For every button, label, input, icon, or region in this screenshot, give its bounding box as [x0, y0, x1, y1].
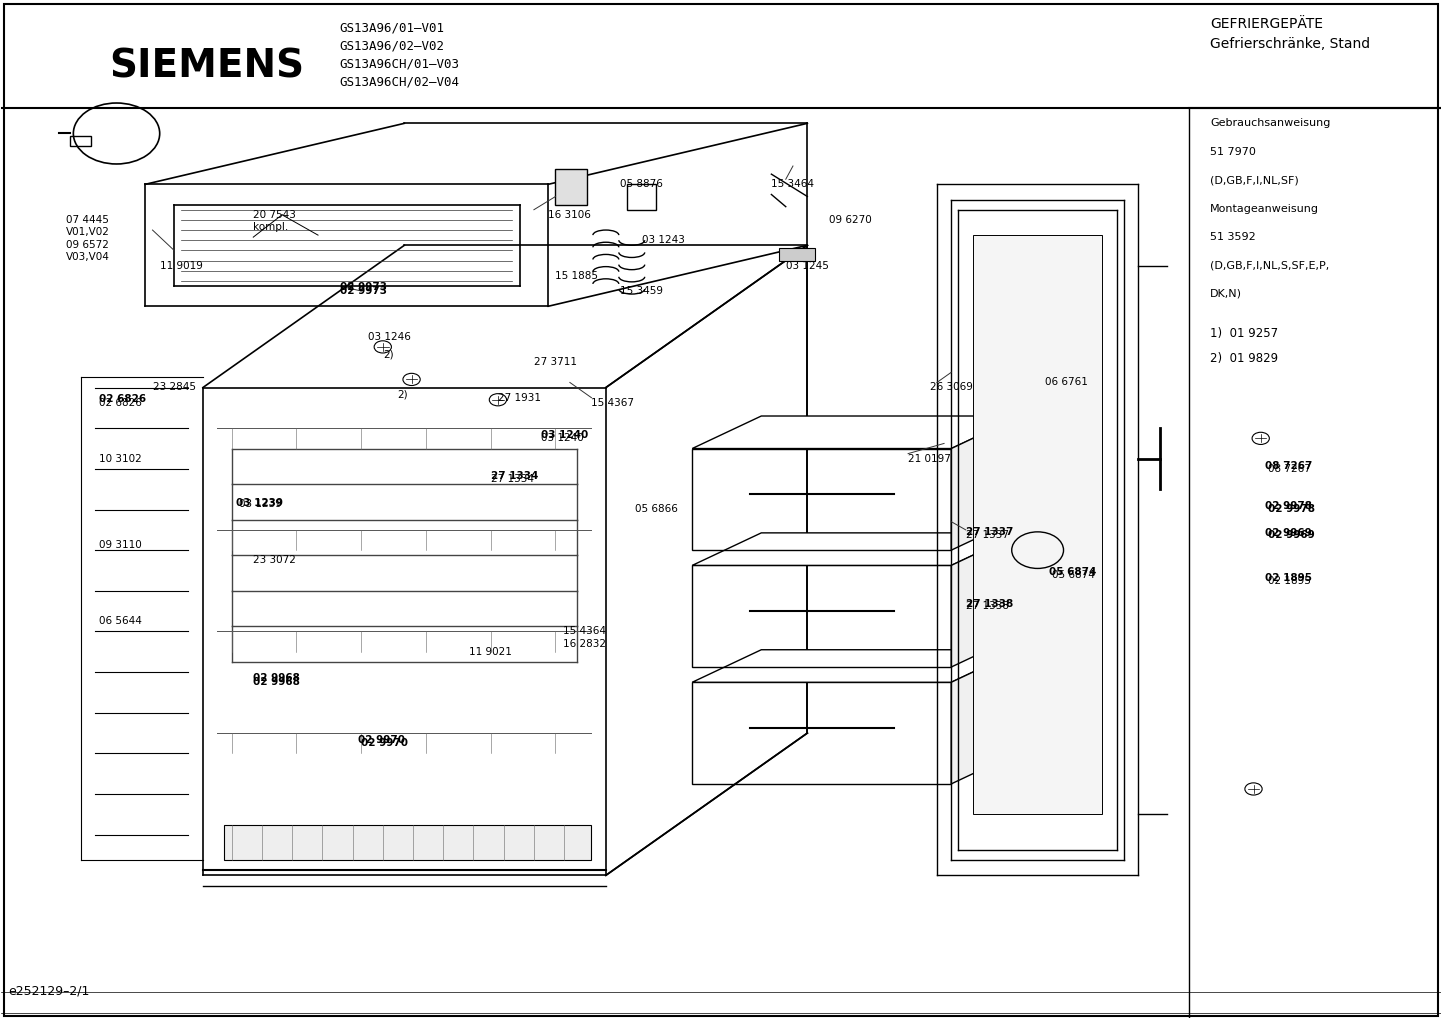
Text: 06 5644: 06 5644: [99, 616, 143, 627]
Bar: [555, 169, 587, 205]
Text: 02 9968: 02 9968: [254, 674, 300, 683]
Text: e252129–2/1: e252129–2/1: [9, 984, 89, 998]
Text: Gefrierschränke, Stand: Gefrierschränke, Stand: [1210, 37, 1370, 51]
Text: 03 1240: 03 1240: [541, 433, 584, 443]
Bar: [627, 184, 656, 210]
Text: 15 4364
16 2832: 15 4364 16 2832: [562, 627, 606, 649]
Text: DK,N): DK,N): [1210, 289, 1243, 299]
Bar: [973, 235, 1102, 814]
Text: 02 9970: 02 9970: [360, 738, 408, 748]
Text: 02 9970: 02 9970: [358, 735, 405, 745]
Text: 2)  01 9829: 2) 01 9829: [1210, 352, 1279, 365]
Text: 03 1239: 03 1239: [236, 498, 283, 508]
Text: 02 9978: 02 9978: [1268, 504, 1315, 515]
Text: GS13A96/01–V01
GS13A96/02–V02
GS13A96CH/01–V03
GS13A96CH/02–V04: GS13A96/01–V01 GS13A96/02–V02 GS13A96CH/…: [340, 21, 460, 89]
Bar: [692, 448, 952, 550]
Text: 27 1338: 27 1338: [966, 601, 1008, 611]
Bar: [692, 566, 952, 667]
Text: 23 2845: 23 2845: [153, 382, 196, 392]
Text: 02 1895: 02 1895: [1268, 576, 1311, 586]
Text: 03 1240: 03 1240: [541, 430, 588, 440]
Text: Gebrauchsanweisung: Gebrauchsanweisung: [1210, 118, 1331, 128]
Text: 15 3464: 15 3464: [771, 179, 815, 190]
Text: 06 6761: 06 6761: [1045, 377, 1087, 387]
Text: 02 9969: 02 9969: [1268, 530, 1315, 540]
Text: 05 6874: 05 6874: [1053, 571, 1094, 581]
Text: 16 3106: 16 3106: [548, 210, 591, 220]
Text: 08 7267: 08 7267: [1265, 461, 1312, 471]
Text: 27 1334: 27 1334: [490, 471, 538, 481]
Text: 27 1338: 27 1338: [966, 599, 1012, 609]
Text: 15 3459: 15 3459: [620, 286, 663, 296]
Text: 03 1246: 03 1246: [368, 331, 411, 341]
Text: SIEMENS: SIEMENS: [110, 47, 304, 86]
Text: 27 1931: 27 1931: [497, 392, 541, 403]
Text: 02 6826: 02 6826: [99, 397, 143, 408]
Text: 11 9019: 11 9019: [160, 261, 202, 270]
Bar: [692, 683, 952, 784]
Polygon shape: [692, 533, 1021, 566]
Text: 05 6874: 05 6874: [1050, 568, 1096, 578]
Text: 51 7970: 51 7970: [1210, 147, 1256, 157]
Text: 27 3711: 27 3711: [534, 357, 577, 367]
Text: 02 9969: 02 9969: [1265, 528, 1312, 538]
Text: 02 6826: 02 6826: [99, 393, 147, 404]
Text: 03 1243: 03 1243: [642, 235, 685, 246]
Text: 51 3592: 51 3592: [1210, 232, 1256, 243]
Text: 02 9978: 02 9978: [1265, 501, 1312, 512]
Polygon shape: [952, 416, 1021, 550]
Text: 07 4445
V01,V02
09 6572
V03,V04: 07 4445 V01,V02 09 6572 V03,V04: [66, 215, 110, 262]
Text: 2): 2): [382, 350, 394, 360]
Text: 05 8876: 05 8876: [620, 179, 663, 190]
Text: 03 1245: 03 1245: [786, 261, 829, 270]
Text: 21 0197: 21 0197: [908, 453, 950, 464]
Text: 26 3069: 26 3069: [930, 382, 972, 392]
Text: (D,GB,F,I,NL,SF): (D,GB,F,I,NL,SF): [1210, 175, 1299, 185]
Text: 02 1895: 02 1895: [1265, 573, 1312, 583]
Text: 2): 2): [397, 389, 408, 399]
Text: 15 4367: 15 4367: [591, 397, 634, 408]
Text: 11 9021: 11 9021: [469, 647, 512, 656]
Text: 27 1334: 27 1334: [490, 474, 534, 484]
Polygon shape: [952, 650, 1021, 784]
Text: 02 9973: 02 9973: [340, 282, 386, 291]
Bar: [225, 824, 591, 860]
Bar: [779, 249, 815, 261]
Text: (D,GB,F,I,NL,S,SF,E,P,: (D,GB,F,I,NL,S,SF,E,P,: [1210, 261, 1330, 270]
Text: 09 6270: 09 6270: [829, 215, 872, 225]
Text: 02 9973: 02 9973: [340, 286, 386, 296]
Text: GEFRIERGЕРÄTE: GEFRIERGЕРÄTE: [1210, 16, 1324, 31]
Polygon shape: [692, 650, 1021, 683]
Text: 15 1885: 15 1885: [555, 271, 598, 280]
Text: 09 3110: 09 3110: [99, 540, 141, 550]
Text: 05 6866: 05 6866: [634, 504, 678, 515]
Text: 10 3102: 10 3102: [99, 453, 141, 464]
Text: 1)  01 9257: 1) 01 9257: [1210, 326, 1279, 339]
Text: Montageanweisung: Montageanweisung: [1210, 204, 1319, 214]
Text: 20 7543
kompl.: 20 7543 kompl.: [254, 210, 296, 232]
Text: 03 1239: 03 1239: [239, 499, 281, 510]
Text: 08 7267: 08 7267: [1268, 464, 1311, 474]
Polygon shape: [952, 533, 1021, 667]
Polygon shape: [692, 416, 1021, 448]
Text: 27 1337: 27 1337: [966, 530, 1008, 540]
Text: 27 1337: 27 1337: [966, 527, 1014, 537]
Bar: [71, 136, 91, 146]
Text: 02 9968: 02 9968: [254, 678, 300, 687]
Text: 23 3072: 23 3072: [254, 555, 296, 566]
